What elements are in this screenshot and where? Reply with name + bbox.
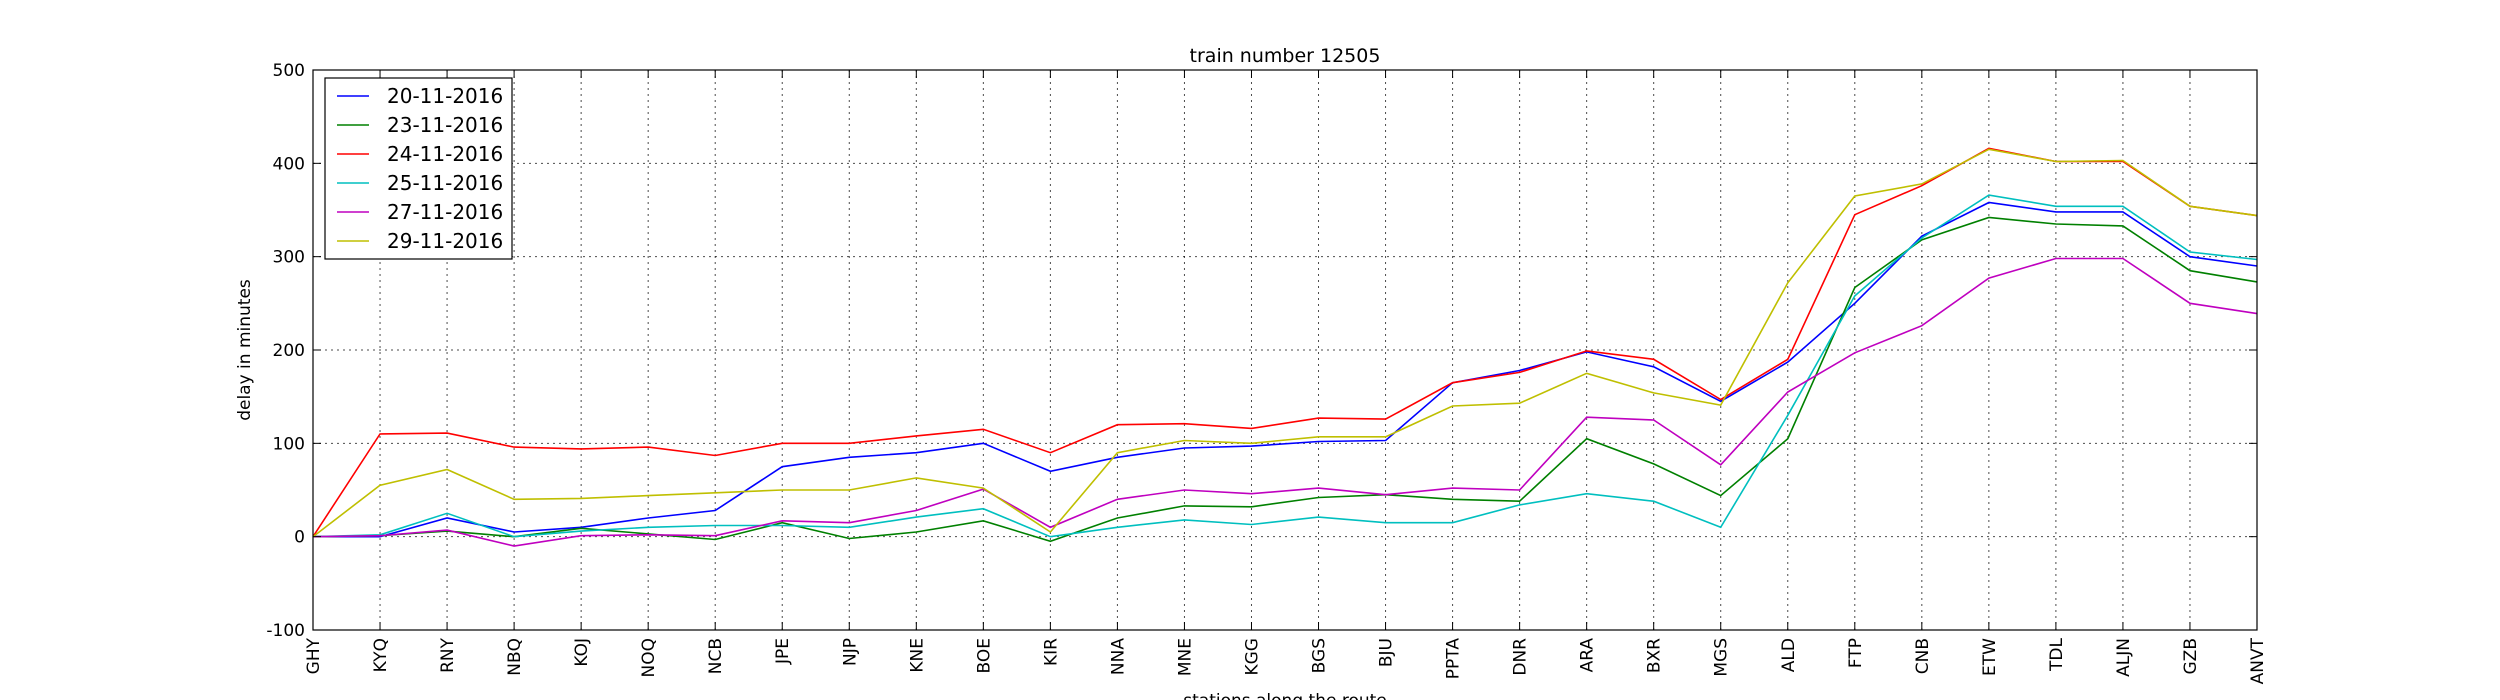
legend-entry-4: 25-11-2016 — [387, 171, 503, 195]
series-line-5 — [312, 257, 2258, 547]
legend-box — [324, 77, 513, 260]
y-axis-title: delay in minutes — [235, 279, 255, 421]
x-tick-label: BXR — [1645, 638, 1665, 673]
x-tick-label: TDL — [2047, 637, 2067, 671]
series-line-2 — [312, 216, 2258, 543]
x-tick-label: NOQ — [639, 638, 659, 677]
x-tick-label: ARA — [1578, 638, 1598, 673]
y-tick-label: 200 — [273, 341, 305, 361]
x-tick-label: KGG — [1242, 638, 1262, 676]
x-tick-label: NJP — [840, 638, 860, 666]
x-tick-label: BGS — [1310, 638, 1330, 673]
x-tick-label: PPTA — [1444, 638, 1464, 680]
series-line-4 — [312, 194, 2258, 538]
x-tick-label: NCB — [706, 638, 726, 674]
series-line-1 — [313, 201, 2258, 538]
legend-entry-6: 29-11-2016 — [387, 229, 503, 253]
x-tick-label: BJU — [1377, 638, 1397, 667]
chart-title: train number 12505 — [1190, 45, 1381, 67]
x-tick-label: BOE — [974, 638, 994, 674]
x-tick-label: KNE — [907, 638, 927, 673]
legend-entry-1: 20-11-2016 — [387, 84, 503, 108]
x-tick-label: JPE — [773, 638, 793, 665]
y-tick-label: -100 — [266, 621, 305, 641]
x-tick-label: MNE — [1175, 638, 1195, 676]
x-tick-label: KYQ — [371, 638, 391, 672]
series-line-3 — [312, 147, 2258, 538]
legend-entry-2: 23-11-2016 — [387, 113, 503, 137]
x-tick-label: KOJ — [572, 638, 592, 667]
y-tick-label: 500 — [273, 61, 305, 81]
x-tick-label: FTP — [1846, 638, 1866, 668]
x-tick-label: MGS — [1712, 638, 1732, 677]
legend-entry-5: 27-11-2016 — [387, 200, 503, 224]
y-tick-label: 0 — [294, 528, 305, 548]
x-tick-label: ALJN — [2114, 638, 2134, 677]
x-tick-label: GHY — [304, 637, 324, 674]
x-tick-label: DNR — [1511, 638, 1531, 676]
x-tick-label: ANVT — [2248, 637, 2268, 684]
series-line-6 — [312, 148, 2258, 538]
x-tick-label: ETW — [1980, 638, 2000, 676]
x-tick-label: KIR — [1041, 638, 1061, 666]
y-tick-label: 400 — [273, 154, 305, 174]
y-tick-label: 300 — [273, 248, 305, 268]
x-tick-label: ALD — [1779, 638, 1799, 672]
legend-entry-3: 24-11-2016 — [387, 142, 503, 166]
x-tick-label: NBQ — [505, 638, 525, 676]
x-tick-label: CNB — [1913, 638, 1933, 674]
y-tick-label: 100 — [273, 434, 305, 454]
x-tick-label: NNA — [1108, 638, 1128, 675]
x-tick-label: GZB — [2181, 638, 2201, 674]
x-axis-title: stations along the route — [1183, 691, 1387, 700]
x-tick-label: RNY — [438, 637, 458, 673]
